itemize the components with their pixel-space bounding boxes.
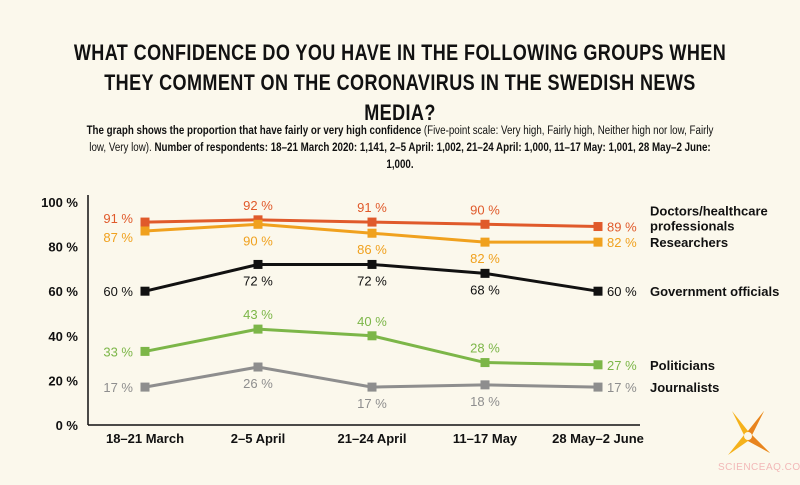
legend-label: professionals [650, 219, 735, 234]
legend-label: Researchers [650, 235, 728, 250]
data-point [140, 346, 150, 356]
data-point [593, 222, 603, 232]
data-label: 72 % [243, 273, 273, 288]
y-tick-label: 100 % [41, 195, 78, 210]
data-label: 92 % [243, 198, 273, 213]
data-label: 72 % [357, 273, 387, 288]
data-point [480, 358, 490, 368]
logo [718, 405, 778, 470]
data-point [140, 226, 150, 236]
data-label: 43 % [243, 307, 273, 322]
x-tick-label: 11–17 May [453, 431, 518, 446]
data-label: 60 % [607, 284, 637, 299]
data-point [253, 324, 263, 334]
legend-label: Politicians [650, 358, 715, 373]
data-point [480, 237, 490, 247]
data-point [367, 217, 377, 227]
data-point [593, 382, 603, 392]
x-tick-label: 18–21 March [106, 431, 184, 446]
data-label: 27 % [607, 358, 637, 373]
data-point [140, 217, 150, 227]
data-point [480, 268, 490, 278]
data-label: 91 % [103, 211, 133, 226]
x-tick-label: 2–5 April [231, 431, 285, 446]
y-tick-label: 20 % [48, 373, 78, 388]
data-label: 87 % [103, 230, 133, 245]
data-point [367, 382, 377, 392]
data-label: 60 % [103, 284, 133, 299]
watermark: SCIENCEAQ.COM [718, 462, 800, 473]
data-point [593, 360, 603, 370]
y-tick-label: 0 % [56, 418, 79, 433]
y-tick-label: 40 % [48, 329, 78, 344]
data-point [367, 331, 377, 341]
data-label: 90 % [470, 202, 500, 217]
data-point [480, 380, 490, 390]
data-label: 17 % [103, 380, 133, 395]
data-label: 90 % [243, 233, 273, 248]
data-label: 91 % [357, 200, 387, 215]
data-point [593, 286, 603, 296]
data-point [140, 286, 150, 296]
data-label: 82 % [470, 251, 500, 266]
data-label: 26 % [243, 376, 273, 391]
legend-label: Journalists [650, 380, 719, 395]
data-point [593, 237, 603, 247]
data-label: 68 % [470, 282, 500, 297]
legend-label: Government officials [650, 284, 779, 299]
title-line-2: THEY COMMENT ON THE CORONAVIRUS IN THE S… [104, 70, 696, 125]
data-point [253, 259, 263, 269]
data-point [367, 259, 377, 269]
x-tick-label: 21–24 April [338, 431, 407, 446]
data-point [480, 219, 490, 229]
data-label: 18 % [470, 394, 500, 409]
data-point [140, 382, 150, 392]
title-line-1: WHAT CONFIDENCE DO YOU HAVE IN THE FOLLO… [73, 40, 727, 65]
data-label: 33 % [103, 344, 133, 359]
data-label: 40 % [357, 314, 387, 329]
y-tick-label: 60 % [48, 284, 78, 299]
data-label: 89 % [607, 220, 637, 235]
logo-x-icon [728, 411, 770, 455]
data-label: 17 % [357, 396, 387, 411]
data-point [367, 228, 377, 238]
data-label: 28 % [470, 341, 500, 356]
data-point [253, 219, 263, 229]
chart-title: WHAT CONFIDENCE DO YOU HAVE IN THE FOLLO… [72, 38, 728, 128]
chart-subtitle: The graph shows the proportion that have… [86, 123, 715, 174]
legend-label: Doctors/healthcare [650, 204, 768, 219]
y-tick-label: 80 % [48, 240, 78, 255]
subtitle-bold: The graph shows the proportion that have… [86, 125, 422, 137]
subtitle-scale: (Five-point scale: Very high, Fairly hig… [89, 125, 714, 154]
data-point [253, 362, 263, 372]
data-label: 17 % [607, 380, 637, 395]
x-tick-label: 28 May–2 June [552, 431, 644, 446]
data-label: 86 % [357, 242, 387, 257]
data-label: 82 % [607, 235, 637, 250]
subtitle-respondents: Number of respondents: 18–21 March 2020:… [154, 142, 711, 171]
